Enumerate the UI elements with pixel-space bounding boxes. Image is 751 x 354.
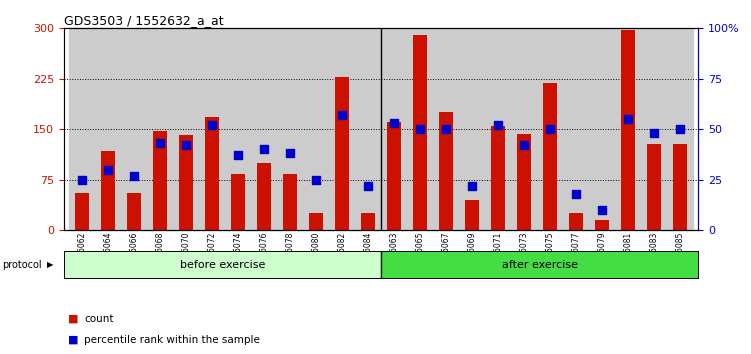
Bar <box>205 117 219 230</box>
Bar <box>251 28 277 230</box>
Bar <box>590 28 615 230</box>
Bar <box>95 28 121 230</box>
Point <box>544 126 556 132</box>
Point <box>674 126 686 132</box>
Bar <box>283 174 297 230</box>
Bar <box>641 28 667 230</box>
Bar <box>153 131 167 230</box>
Bar <box>537 28 563 230</box>
Bar <box>303 28 329 230</box>
Bar <box>413 35 427 230</box>
Point <box>492 122 504 128</box>
Bar <box>465 200 479 230</box>
Bar <box>75 193 89 230</box>
Bar <box>667 28 693 230</box>
Bar <box>491 126 505 230</box>
Bar <box>615 28 641 230</box>
Text: ■: ■ <box>68 314 78 324</box>
Bar <box>179 135 193 230</box>
Point <box>362 183 374 189</box>
Bar <box>329 28 355 230</box>
Text: before exercise: before exercise <box>179 259 265 270</box>
Bar <box>485 28 511 230</box>
Point <box>596 207 608 213</box>
Bar <box>595 220 609 230</box>
Bar <box>257 163 271 230</box>
Point <box>206 122 218 128</box>
Bar <box>647 144 662 230</box>
Bar <box>361 213 376 230</box>
Bar <box>459 28 485 230</box>
Bar <box>64 251 381 278</box>
Bar <box>199 28 225 230</box>
Text: protocol: protocol <box>2 260 42 270</box>
Text: count: count <box>84 314 113 324</box>
Point <box>258 147 270 152</box>
Bar <box>173 28 199 230</box>
Point <box>466 183 478 189</box>
Bar <box>511 28 537 230</box>
Bar <box>101 151 115 230</box>
Point <box>570 191 582 196</box>
Text: after exercise: after exercise <box>502 259 578 270</box>
Bar <box>569 213 584 230</box>
Bar <box>563 28 590 230</box>
Bar <box>439 113 454 230</box>
Point <box>648 130 660 136</box>
Bar <box>621 30 635 230</box>
Bar <box>121 28 147 230</box>
Point <box>76 177 88 183</box>
Bar <box>127 193 141 230</box>
Point <box>232 153 244 158</box>
Point <box>414 126 426 132</box>
Text: ■: ■ <box>68 335 78 345</box>
Bar <box>382 251 698 278</box>
Bar <box>387 122 401 230</box>
Bar <box>433 28 459 230</box>
Bar <box>407 28 433 230</box>
Point <box>388 120 400 126</box>
Point <box>336 112 348 118</box>
Point <box>180 143 192 148</box>
Bar <box>309 213 323 230</box>
Bar <box>673 144 687 230</box>
Point <box>518 143 530 148</box>
Point <box>440 126 452 132</box>
Bar <box>335 77 349 230</box>
Bar <box>147 28 173 230</box>
Bar <box>382 28 407 230</box>
Point <box>310 177 322 183</box>
Point <box>128 173 140 178</box>
Point <box>154 141 166 146</box>
Point <box>622 116 634 122</box>
Text: percentile rank within the sample: percentile rank within the sample <box>84 335 260 345</box>
Text: GDS3503 / 1552632_a_at: GDS3503 / 1552632_a_at <box>64 14 224 27</box>
Bar <box>543 84 557 230</box>
Point <box>102 167 114 172</box>
Bar <box>355 28 382 230</box>
Bar <box>225 28 251 230</box>
Bar <box>231 174 246 230</box>
Bar <box>517 134 531 230</box>
Text: ▶: ▶ <box>47 260 53 269</box>
Bar <box>277 28 303 230</box>
Point <box>284 150 296 156</box>
Bar <box>69 28 95 230</box>
